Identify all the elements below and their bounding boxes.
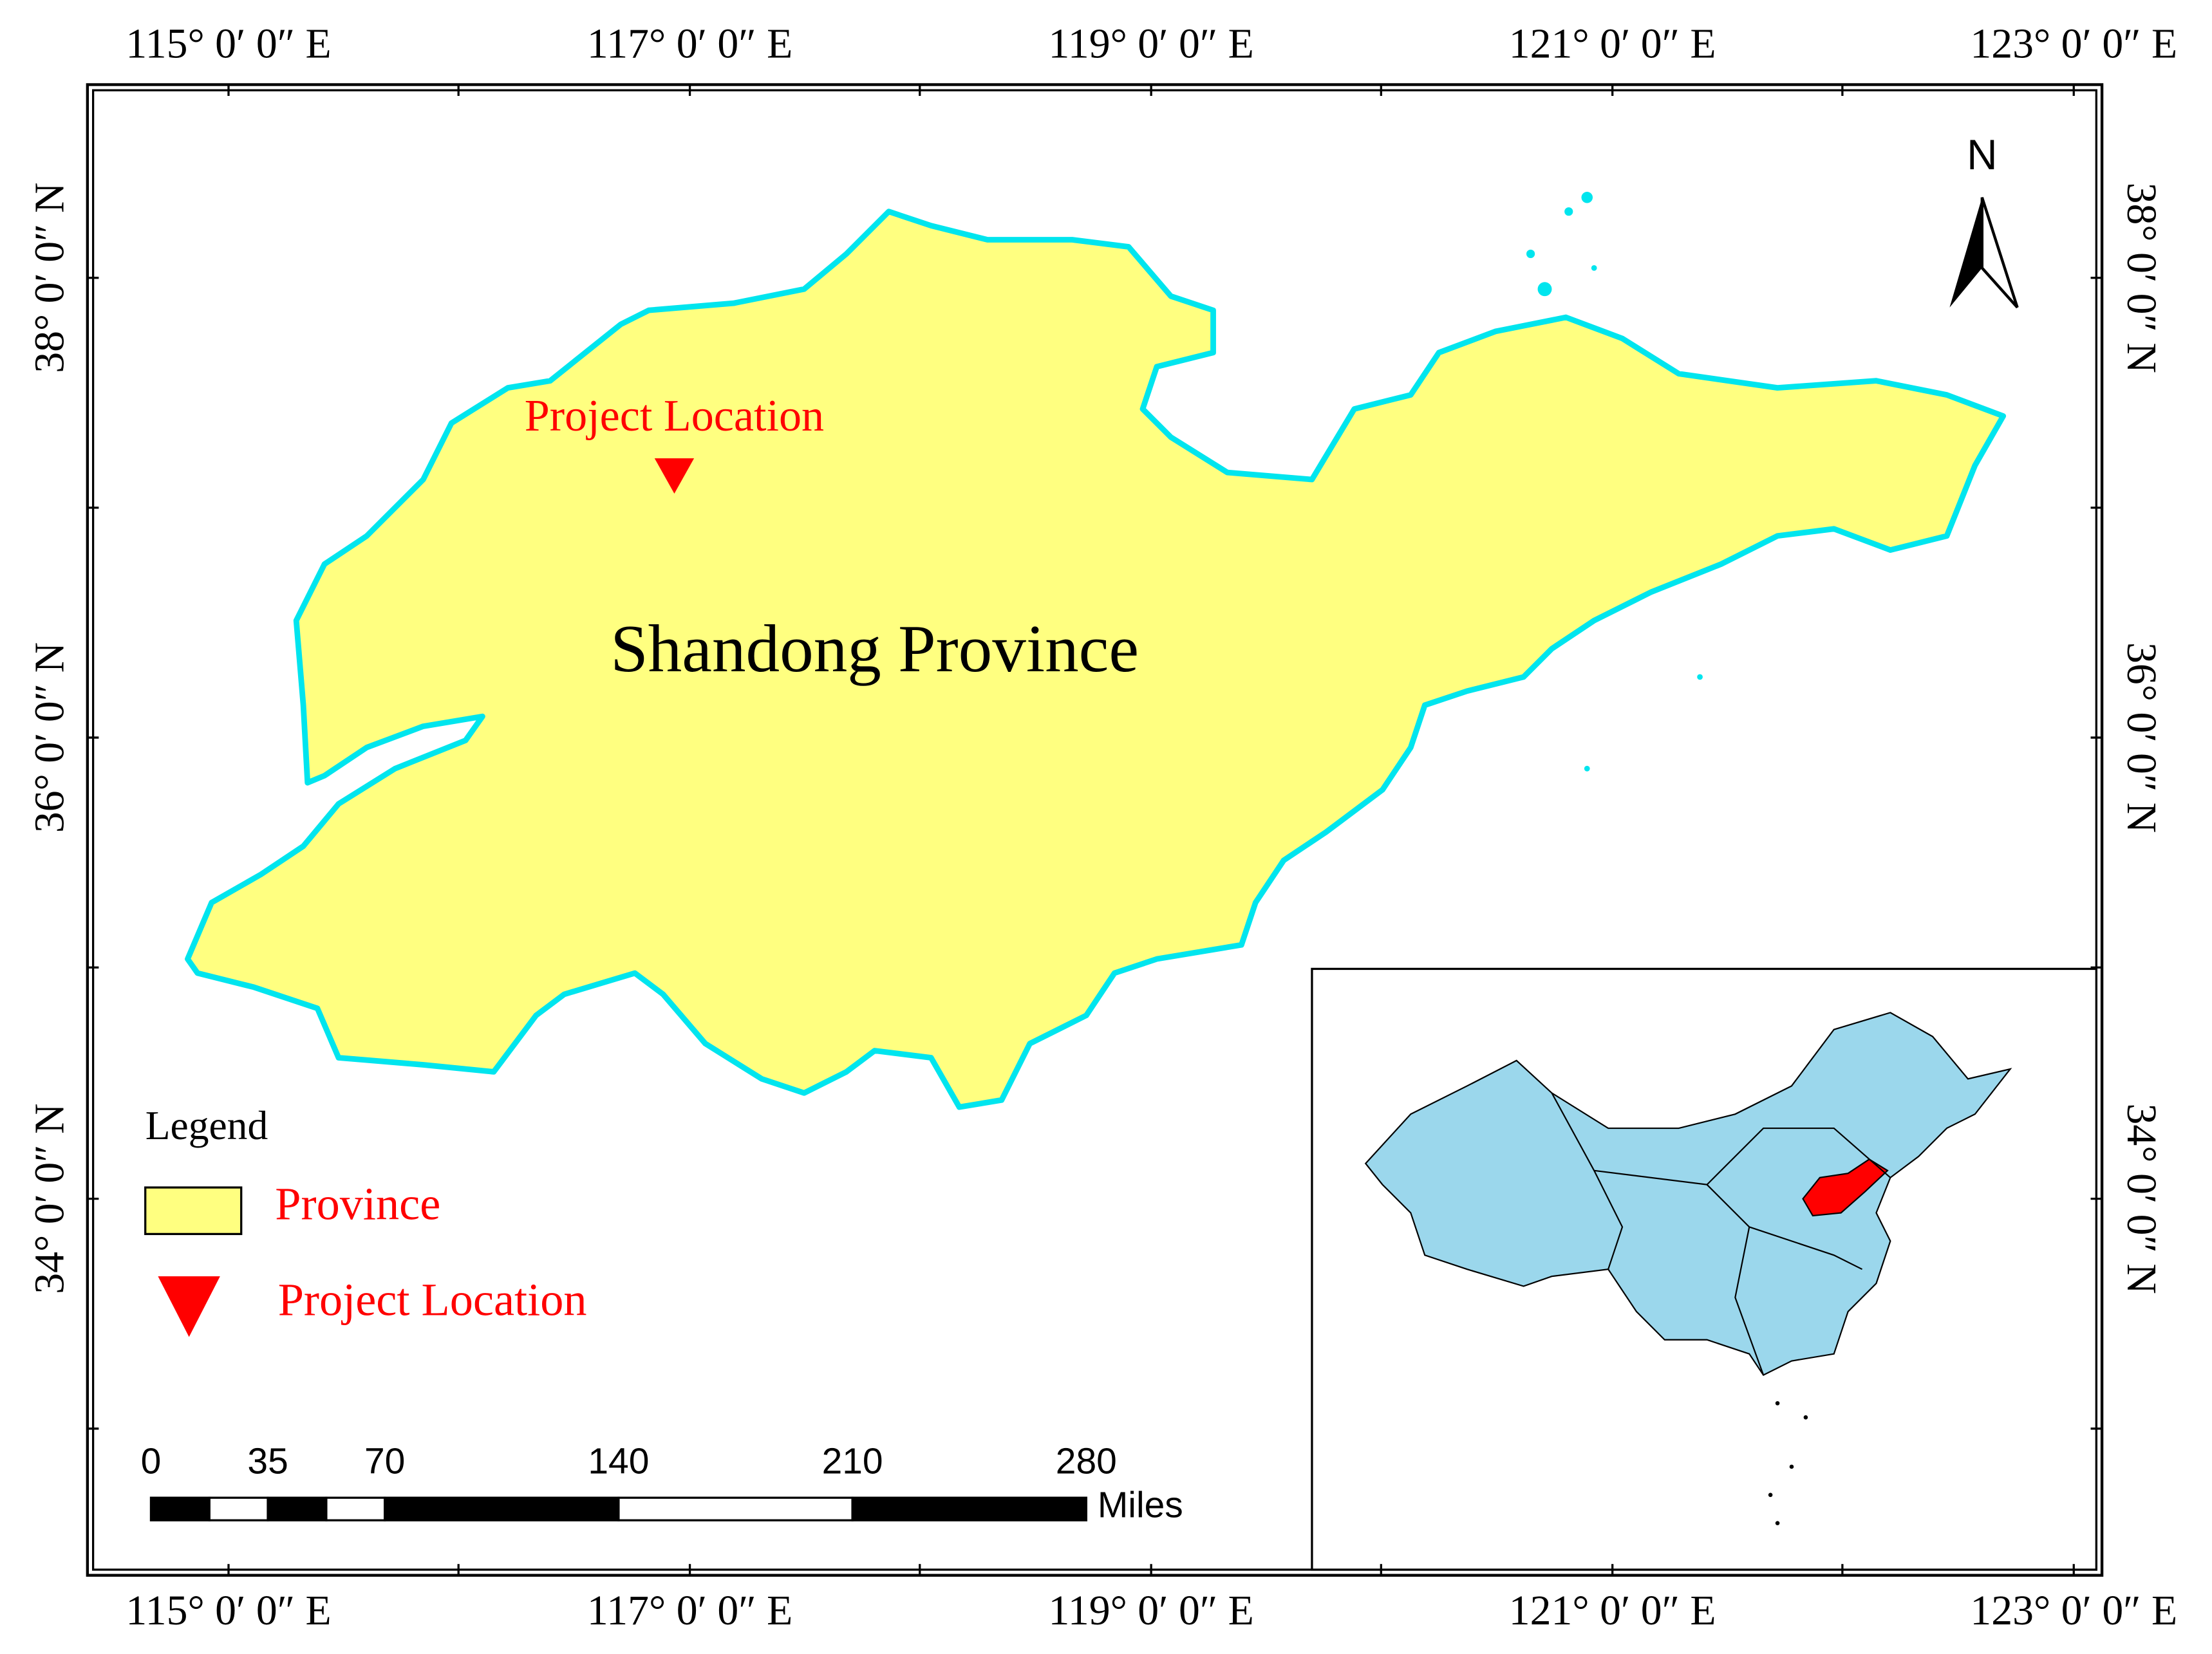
province-shape [185, 209, 2007, 1110]
scale-label: 0 [141, 1441, 162, 1482]
scale-segment [208, 1496, 269, 1521]
latitude-label: 38° 0′ 0″ N [26, 183, 73, 373]
scale-segment [617, 1496, 854, 1521]
scale-segment [851, 1496, 1087, 1521]
scale-segment [267, 1496, 328, 1521]
island [1789, 1464, 1794, 1469]
island [1526, 249, 1535, 259]
scale-segment [384, 1496, 620, 1521]
longitude-label: 119° 0′ 0″ E [1048, 1587, 1253, 1634]
longitude-label: 119° 0′ 0″ E [1048, 21, 1253, 68]
latitude-label: 36° 0′ 0″ N [26, 642, 73, 833]
longitude-label: 123° 0′ 0″ E [1970, 1587, 2177, 1634]
north-label: N [1967, 131, 1997, 178]
legend-label: Province [275, 1178, 440, 1230]
longitude-label: 123° 0′ 0″ E [1970, 21, 2177, 68]
island [1775, 1401, 1780, 1406]
latitude-label: 34° 0′ 0″ N [2118, 1104, 2165, 1294]
latitude-label: 34° 0′ 0″ N [26, 1104, 73, 1294]
island [1803, 1415, 1808, 1420]
legend-swatch-province [144, 1186, 243, 1236]
legend-swatch-marker [158, 1276, 220, 1337]
north-arrow-left [1949, 197, 1982, 308]
scale-label: 280 [1056, 1441, 1117, 1482]
scale-segment [325, 1496, 386, 1521]
longitude-label: 117° 0′ 0″ E [587, 1587, 792, 1634]
scale-label: 210 [822, 1441, 883, 1482]
longitude-label: 115° 0′ 0″ E [126, 21, 331, 68]
scale-label: 35 [247, 1441, 288, 1482]
legend-title: Legend [145, 1102, 268, 1148]
legend-label: Project Location [278, 1274, 587, 1326]
island [1591, 265, 1597, 271]
latitude-label: 38° 0′ 0″ N [2118, 183, 2165, 373]
scale-label: 70 [364, 1441, 405, 1482]
longitude-label: 117° 0′ 0″ E [587, 21, 792, 68]
inner-frame [91, 89, 2097, 1571]
inset-border-lines [1551, 1092, 1891, 1375]
scale-label: 140 [588, 1441, 649, 1482]
island [1768, 1492, 1773, 1498]
inset-islands [1768, 1401, 1808, 1525]
island [1775, 1521, 1780, 1525]
inset-china [1364, 1012, 2012, 1376]
inset-borders [1551, 1092, 1891, 1375]
island [1584, 765, 1590, 772]
latitude-label: 36° 0′ 0″ N [2118, 642, 2165, 833]
region-label: Shandong Province [610, 611, 1139, 686]
scale-segment [149, 1496, 211, 1521]
inset-shandong [1802, 1158, 1889, 1217]
outer-frame [86, 83, 2104, 1577]
project-marker [654, 458, 695, 494]
scale-unit: Miles [1098, 1485, 1183, 1526]
island [1537, 282, 1552, 297]
longitude-label: 121° 0′ 0″ E [1509, 21, 1716, 68]
north-arrow-right [1980, 197, 2019, 309]
longitude-label: 121° 0′ 0″ E [1509, 1587, 1716, 1634]
longitude-label: 115° 0′ 0″ E [126, 1587, 331, 1634]
island [1697, 674, 1703, 680]
island [1581, 192, 1593, 203]
marker-label: Project Location [525, 391, 824, 441]
island [1564, 207, 1573, 216]
islands [1526, 192, 1703, 772]
